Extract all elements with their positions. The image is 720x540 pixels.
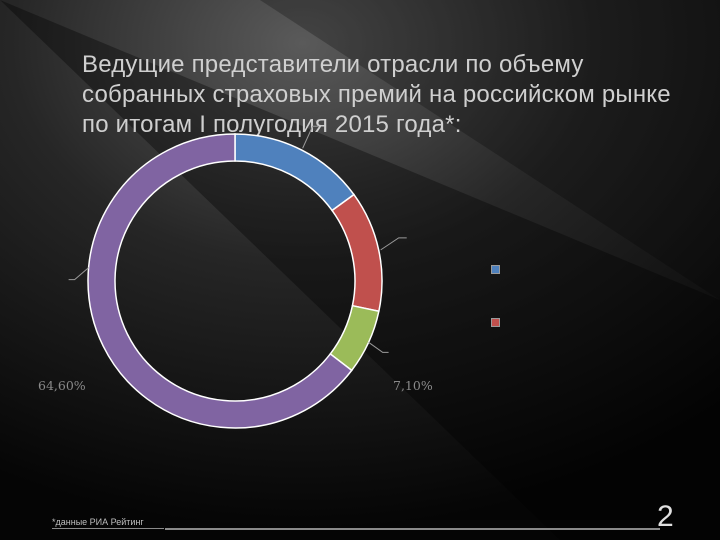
data-label-slice-4: 64,60%	[38, 378, 86, 393]
legend-item-2	[491, 318, 506, 327]
footnote-underline	[52, 528, 164, 529]
leader-line-2	[380, 237, 407, 251]
slide-title: Ведущие представители отрасли по объему …	[82, 51, 671, 138]
donut-slice-4	[87, 133, 353, 429]
leader-line-1	[302, 125, 319, 149]
page-number: 2	[657, 500, 674, 533]
footer-rule	[165, 528, 660, 530]
donut-slice-1	[234, 133, 355, 212]
leader-lines	[68, 125, 407, 353]
legend-swatch-2	[491, 318, 500, 327]
leader-line-4	[68, 267, 89, 281]
data-label-slice-3: 7,10%	[393, 378, 433, 393]
footnote: *данные РИА Рейтинг	[52, 517, 144, 527]
leader-line-3	[368, 341, 389, 353]
legend-swatch-1	[491, 265, 500, 274]
legend-item-1	[491, 265, 506, 274]
donut-slice-2	[331, 193, 383, 313]
donut-slices	[87, 133, 383, 429]
